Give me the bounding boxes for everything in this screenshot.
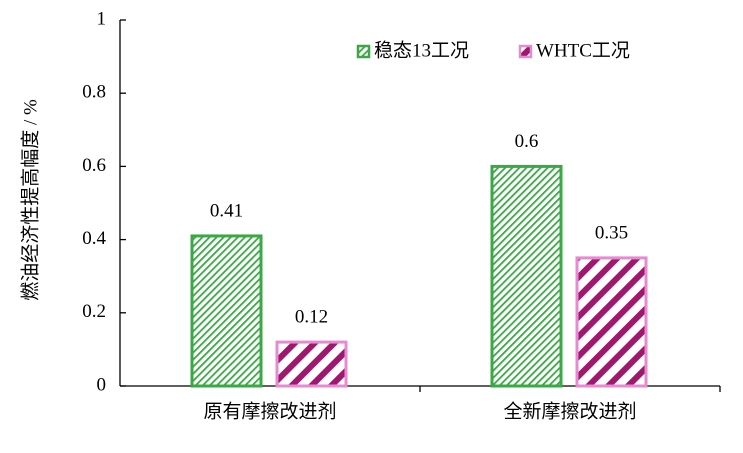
x-tick-label: 全新摩擦改进剂 [503,400,636,422]
y-tick-label: 0.4 [82,228,106,249]
bar [575,256,648,388]
bar [190,234,263,388]
y-tick-label: 0.8 [82,82,106,103]
value-label: 0.12 [295,306,328,327]
y-tick-label: 0.6 [82,155,106,176]
y-tick-label: 0.2 [82,301,106,322]
y-tick-label: 0 [97,374,107,395]
legend-label: 稳态13工况 [374,39,469,61]
value-label: 0.35 [595,222,628,243]
y-axis-label: 燃油经济性提高幅度 / % [19,99,41,301]
legend-swatch [518,44,533,59]
legend-swatch [356,44,371,59]
value-label: 0.6 [515,131,539,152]
y-tick-label: 1 [97,8,107,29]
value-label: 0.41 [210,200,243,221]
x-tick-label: 原有摩擦改进剂 [203,400,336,422]
bar [275,340,348,388]
bar [490,164,563,388]
legend-label: WHTC工况 [536,40,630,61]
